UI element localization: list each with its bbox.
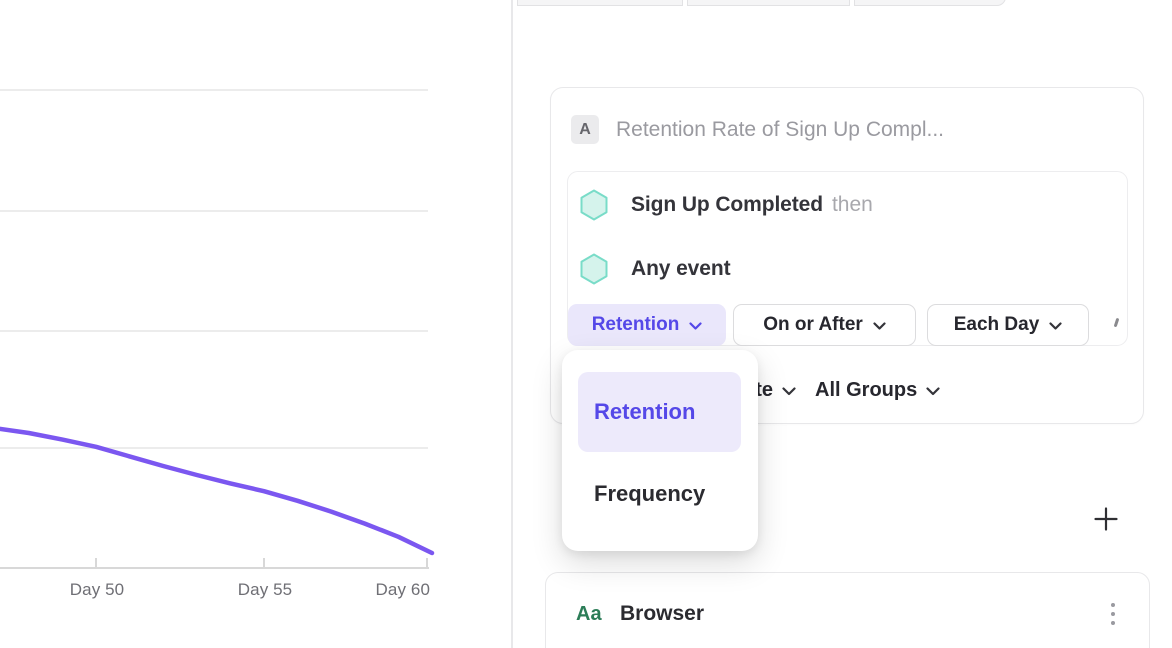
- x-axis-line: [0, 567, 429, 569]
- menu-item-label: Frequency: [594, 481, 706, 506]
- x-tick-label: Day 50: [69, 580, 125, 599]
- event-hexagon-icon: [580, 253, 608, 285]
- event-row-returning[interactable]: Any event: [580, 253, 731, 285]
- chevron-down-icon: [782, 386, 796, 395]
- clipped-toolbar-segment: [517, 0, 683, 6]
- event-name: Sign Up Completed: [631, 193, 823, 216]
- gridline: [0, 330, 428, 332]
- breakdown-card: Aa Browser: [545, 572, 1150, 648]
- event-group-card: Sign Up Completed then Any event Retenti…: [567, 171, 1128, 346]
- menu-item-retention[interactable]: Retention: [578, 372, 741, 452]
- event-name: Any event: [631, 257, 731, 280]
- metric-dropdown-button[interactable]: Retention: [568, 304, 726, 346]
- x-tick-label: Day 60: [375, 580, 430, 599]
- x-tick-label: Day 55: [237, 580, 293, 599]
- window-dropdown-label: On or After: [763, 314, 863, 335]
- metric-dropdown-menu: Retention Frequency: [562, 350, 758, 551]
- gridline: [0, 447, 428, 449]
- series-name-input[interactable]: Retention Rate of Sign Up Compl...: [616, 118, 945, 141]
- clipped-control-mark: [1113, 317, 1119, 328]
- event-hexagon-icon: [580, 189, 608, 221]
- event-connector: then: [831, 193, 873, 216]
- metric-dropdown-label: Retention: [591, 314, 680, 335]
- plus-icon: [1094, 507, 1118, 531]
- retention-line-path: [0, 426, 435, 556]
- breakdown-property-label[interactable]: Browser: [620, 602, 705, 625]
- chevron-down-icon: [873, 322, 886, 330]
- x-axis-tick: [426, 558, 428, 568]
- kebab-dot: [1111, 612, 1115, 616]
- retention-chart: Day 50 Day 55 Day 60: [0, 0, 512, 648]
- menu-item-frequency[interactable]: Frequency: [578, 474, 741, 514]
- chevron-down-icon: [689, 322, 702, 330]
- granularity-dropdown-label: Each Day: [953, 314, 1040, 335]
- gridline: [0, 210, 428, 212]
- clipped-toolbar-segment: [687, 0, 850, 6]
- panel-divider: [511, 0, 513, 648]
- window-dropdown-button[interactable]: On or After: [733, 304, 916, 346]
- breakdown-overflow-menu-button[interactable]: [1106, 598, 1120, 630]
- event-row-first[interactable]: Sign Up Completed then: [580, 189, 873, 221]
- menu-item-label: Retention: [594, 399, 696, 424]
- string-type-icon: Aa: [576, 603, 602, 625]
- kebab-dot: [1111, 621, 1115, 625]
- chevron-down-icon: [926, 386, 940, 395]
- query-series-card: A Retention Rate of Sign Up Compl... Sig…: [550, 87, 1144, 424]
- retention-line-series: [0, 426, 435, 556]
- x-axis-tick: [95, 558, 97, 568]
- gridline: [0, 89, 428, 91]
- groups-dropdown[interactable]: All Groups: [815, 378, 918, 401]
- chevron-down-icon: [1049, 322, 1062, 330]
- series-badge: A: [571, 115, 599, 144]
- granularity-dropdown-button[interactable]: Each Day: [927, 304, 1089, 346]
- x-axis-tick: [263, 558, 265, 568]
- add-button[interactable]: [1091, 504, 1121, 534]
- kebab-dot: [1111, 603, 1115, 607]
- clipped-toolbar-segment: [854, 0, 1006, 6]
